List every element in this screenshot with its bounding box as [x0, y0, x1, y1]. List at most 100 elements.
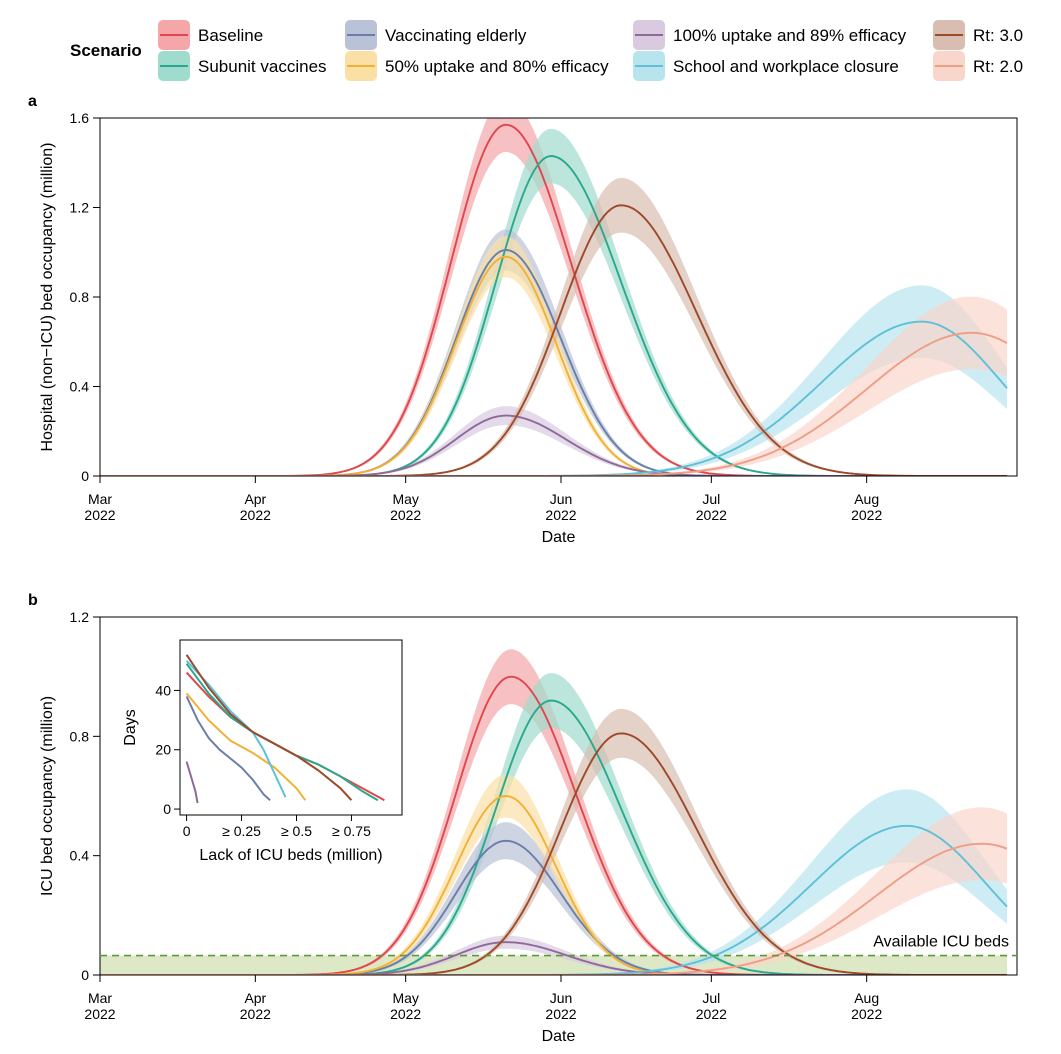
y-tick-label: 1.6 — [70, 110, 90, 126]
band-baseline — [100, 118, 1007, 476]
inset-line-u100 — [185, 761, 199, 804]
inset-y-tick-label: 0 — [163, 801, 171, 817]
y-tick-label: 0.8 — [70, 728, 90, 744]
line-u100 — [100, 941, 1007, 975]
line-subunit — [100, 699, 1007, 975]
x-tick-label-year: 2022 — [545, 1006, 576, 1022]
y-tick-label: 0 — [81, 967, 89, 983]
line-rt3 — [100, 732, 1007, 975]
inset-y-tick-label: 20 — [155, 742, 171, 758]
y-tick-label: 0.4 — [70, 848, 90, 864]
x-axis-title: Date — [542, 529, 576, 546]
inset-frame — [179, 639, 403, 816]
x-tick-label-year: 2022 — [696, 507, 727, 523]
band-u100 — [100, 935, 1007, 975]
inset-x-tick-label: ≥ 0.25 — [222, 823, 261, 839]
band-rt3 — [100, 178, 1007, 476]
legend-item-rt3: Rt: 3.0 — [933, 20, 1023, 50]
line-rt2 — [100, 842, 1008, 975]
x-tick-label-month: Jun — [550, 491, 573, 507]
x-tick-label-year: 2022 — [84, 507, 115, 523]
x-tick-label-year: 2022 — [851, 507, 882, 523]
line-rt3 — [100, 204, 1007, 476]
x-tick-label-month: Jun — [550, 990, 573, 1006]
y-tick-label: 0.8 — [70, 289, 90, 305]
legend-label: School and workplace closure — [673, 57, 899, 76]
plot-area — [100, 118, 1008, 476]
line-baseline — [100, 123, 1007, 476]
x-tick-label-year: 2022 — [240, 507, 271, 523]
x-tick-label-year: 2022 — [240, 1006, 271, 1022]
legend-label: Vaccinating elderly — [385, 26, 527, 45]
line-elderly — [100, 249, 1007, 476]
band-rt3 — [100, 708, 1007, 975]
y-tick-label: 1.2 — [70, 200, 90, 216]
band-subunit — [100, 128, 1007, 476]
inset-x-axis-title: Lack of ICU beds (million) — [199, 847, 382, 864]
x-tick-label-month: Aug — [854, 990, 879, 1006]
panel-label: b — [28, 592, 38, 609]
legend-item-rt2: Rt: 2.0 — [933, 51, 1023, 81]
plot-area — [100, 649, 1008, 975]
x-tick-label-year: 2022 — [851, 1006, 882, 1022]
x-tick-label-year: 2022 — [696, 1006, 727, 1022]
legend-title: Scenario — [70, 41, 142, 60]
x-tick-label-year: 2022 — [84, 1006, 115, 1022]
available-icu-area — [100, 955, 1007, 975]
y-axis-title: ICU bed occupancy (million) — [39, 696, 56, 896]
y-axis-title: Hospital (non−ICU) bed occupancy (millio… — [39, 142, 56, 451]
inset-y-tick-label: 40 — [155, 682, 171, 698]
inset-line-elderly — [185, 695, 271, 801]
legend: Scenario Baseline Subunit vaccines Vaccinat… — [70, 20, 1023, 81]
line-u50 — [100, 255, 1007, 476]
legend-item-elderly: Vaccinating elderly — [345, 20, 527, 50]
x-tick-label-month: Mar — [88, 491, 112, 507]
band-closure — [100, 789, 1007, 975]
x-tick-label-month: Jul — [702, 491, 720, 507]
y-tick-label: 0 — [81, 468, 89, 484]
x-tick-label-month: Jul — [702, 990, 720, 1006]
x-tick-label-year: 2022 — [390, 507, 421, 523]
x-tick-label-month: Apr — [244, 990, 266, 1006]
inset-line-rt3 — [185, 654, 353, 801]
x-tick-label-year: 2022 — [390, 1006, 421, 1022]
x-tick-label-year: 2022 — [545, 507, 576, 523]
legend-label: 100% uptake and 89% efficacy — [673, 26, 907, 45]
line-u50 — [100, 795, 1007, 975]
inset-y-axis-title: Days — [122, 709, 139, 745]
legend-item-baseline: Baseline — [158, 20, 263, 50]
legend-label: Rt: 2.0 — [973, 57, 1023, 76]
available-icu-label: Available ICU beds — [873, 934, 1009, 951]
band-u50 — [100, 774, 1007, 975]
x-tick-label-month: May — [392, 491, 418, 507]
legend-label: Baseline — [198, 26, 263, 45]
legend-item-u100: 100% uptake and 89% efficacy — [633, 20, 907, 50]
legend-item-subunit: Subunit vaccines — [158, 51, 327, 81]
x-axis-title: Date — [542, 1028, 576, 1045]
legend-label: 50% uptake and 80% efficacy — [385, 57, 609, 76]
line-u100 — [100, 414, 1007, 476]
legend-label: Rt: 3.0 — [973, 26, 1023, 45]
inset-line-u50 — [185, 692, 307, 801]
y-tick-label: 1.2 — [70, 609, 90, 625]
y-tick-label: 0.4 — [70, 379, 90, 395]
x-tick-label-month: Apr — [244, 491, 266, 507]
x-tick-label-month: Aug — [854, 491, 879, 507]
panel-a-hospital-occupancy: a 0 0.4 0.8 1.2 1.6 Hospital (non−ICU) bed occ… — [28, 93, 1018, 546]
legend-item-u50: 50% uptake and 80% efficacy — [345, 51, 609, 81]
line-subunit — [100, 155, 1007, 476]
x-tick-label-month: Mar — [88, 990, 112, 1006]
plot-frame — [99, 616, 1018, 976]
panel-label: a — [28, 93, 37, 110]
legend-item-closure: School and workplace closure — [633, 51, 899, 81]
x-tick-label-month: May — [392, 990, 418, 1006]
inset-lack-of-icu-beds: 0 20 40 0 ≥ 0.25 ≥ 0.5 ≥ 0.75 Lack of ICU beds … — [122, 639, 403, 864]
inset-x-tick-label: 0 — [183, 823, 191, 839]
legend-label: Subunit vaccines — [198, 57, 327, 76]
inset-x-tick-label: ≥ 0.75 — [332, 823, 371, 839]
inset-x-tick-label: ≥ 0.5 — [281, 823, 312, 839]
line-elderly — [100, 839, 1007, 975]
band-closure — [100, 285, 1007, 476]
line-baseline — [100, 675, 1007, 975]
